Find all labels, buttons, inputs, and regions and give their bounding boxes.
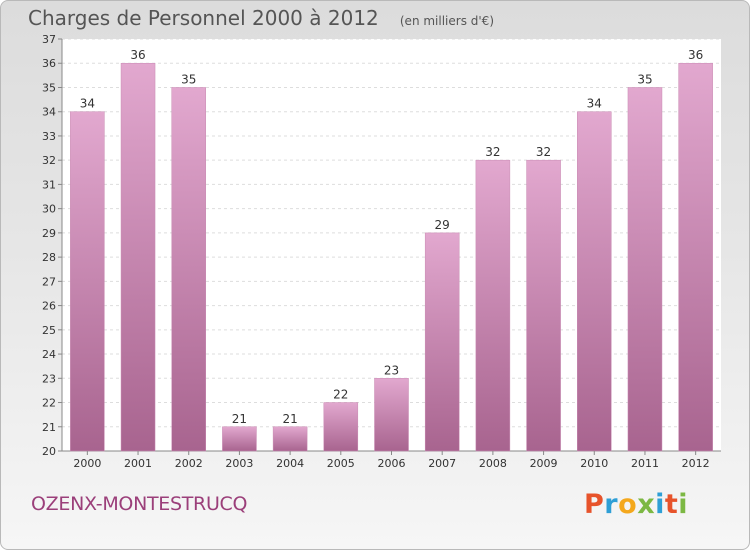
y-tick-label: 33 <box>42 130 56 143</box>
x-tick-label: 2012 <box>682 457 710 470</box>
x-tick-label: 2008 <box>479 457 507 470</box>
y-tick-label: 22 <box>42 397 56 410</box>
bar-value-label: 36 <box>688 48 703 62</box>
bar-value-label: 35 <box>637 72 652 86</box>
chart-unit-note: (en milliers d'€) <box>399 14 494 28</box>
y-tick-label: 27 <box>42 275 56 288</box>
bar <box>475 159 511 452</box>
bar <box>120 62 156 452</box>
bar <box>272 426 308 452</box>
logo-letter: r <box>604 489 619 520</box>
bar <box>627 87 663 452</box>
x-tick-label: 2009 <box>530 457 558 470</box>
y-tick-label: 25 <box>42 324 56 337</box>
x-tick-label: 2002 <box>175 457 203 470</box>
x-tick-label: 2011 <box>631 457 659 470</box>
x-tick-label: 2007 <box>428 457 456 470</box>
y-tick-label: 24 <box>42 348 56 361</box>
y-tick-label: 21 <box>42 421 56 434</box>
bar-value-label: 22 <box>333 388 348 402</box>
bar-value-label: 34 <box>587 97 602 111</box>
x-tick-label: 2010 <box>580 457 608 470</box>
title-row: Charges de Personnel 2000 à 2012 (en mil… <box>28 6 494 30</box>
bar <box>526 159 561 452</box>
bar <box>374 378 409 452</box>
bar-value-label: 35 <box>181 72 196 86</box>
chart-title: Charges de Personnel 2000 à 2012 <box>28 6 379 30</box>
x-tick-label: 2003 <box>225 457 253 470</box>
bar-value-label: 32 <box>536 145 551 159</box>
y-tick-label: 26 <box>42 300 56 313</box>
bar-value-label: 32 <box>485 145 500 159</box>
y-tick-label: 30 <box>42 203 56 216</box>
x-tick-label: 2000 <box>73 457 101 470</box>
bar <box>577 111 612 452</box>
y-tick-label: 35 <box>42 81 56 94</box>
y-tick-label: 31 <box>42 178 56 191</box>
bar-value-label: 29 <box>435 218 450 232</box>
bar <box>678 62 713 452</box>
y-tick-label: 29 <box>42 227 56 240</box>
bar <box>222 426 257 452</box>
proxiti-logo: Proxiti <box>584 489 688 520</box>
logo-letter: i <box>678 489 689 520</box>
x-tick-label: 2005 <box>327 457 355 470</box>
logo-letter: P <box>584 489 605 520</box>
bar <box>171 87 206 452</box>
logo-letter: i <box>655 489 665 520</box>
bar-value-label: 36 <box>130 48 145 62</box>
bar <box>323 402 359 452</box>
y-tick-label: 36 <box>42 57 56 70</box>
bar-value-label: 21 <box>232 412 247 426</box>
x-tick-label: 2006 <box>378 457 406 470</box>
y-tick-label: 32 <box>42 154 56 167</box>
y-tick-label: 34 <box>42 106 56 119</box>
logo-letter: x <box>637 489 656 520</box>
y-tick-label: 20 <box>42 445 56 458</box>
bar <box>70 111 105 452</box>
y-tick-label: 37 <box>42 33 56 46</box>
y-tick-label: 28 <box>42 251 56 264</box>
bar-value-label: 23 <box>384 363 399 377</box>
x-tick-label: 2004 <box>276 457 304 470</box>
bar <box>424 232 460 452</box>
bar-value-label: 21 <box>282 412 297 426</box>
x-tick-label: 2001 <box>124 457 152 470</box>
y-tick-label: 23 <box>42 372 56 385</box>
commune-name: OZENX-MONTESTRUCQ <box>31 493 248 515</box>
bar-value-label: 34 <box>80 97 95 111</box>
logo-letter: t <box>664 489 679 520</box>
logo-letter: o <box>618 489 638 520</box>
